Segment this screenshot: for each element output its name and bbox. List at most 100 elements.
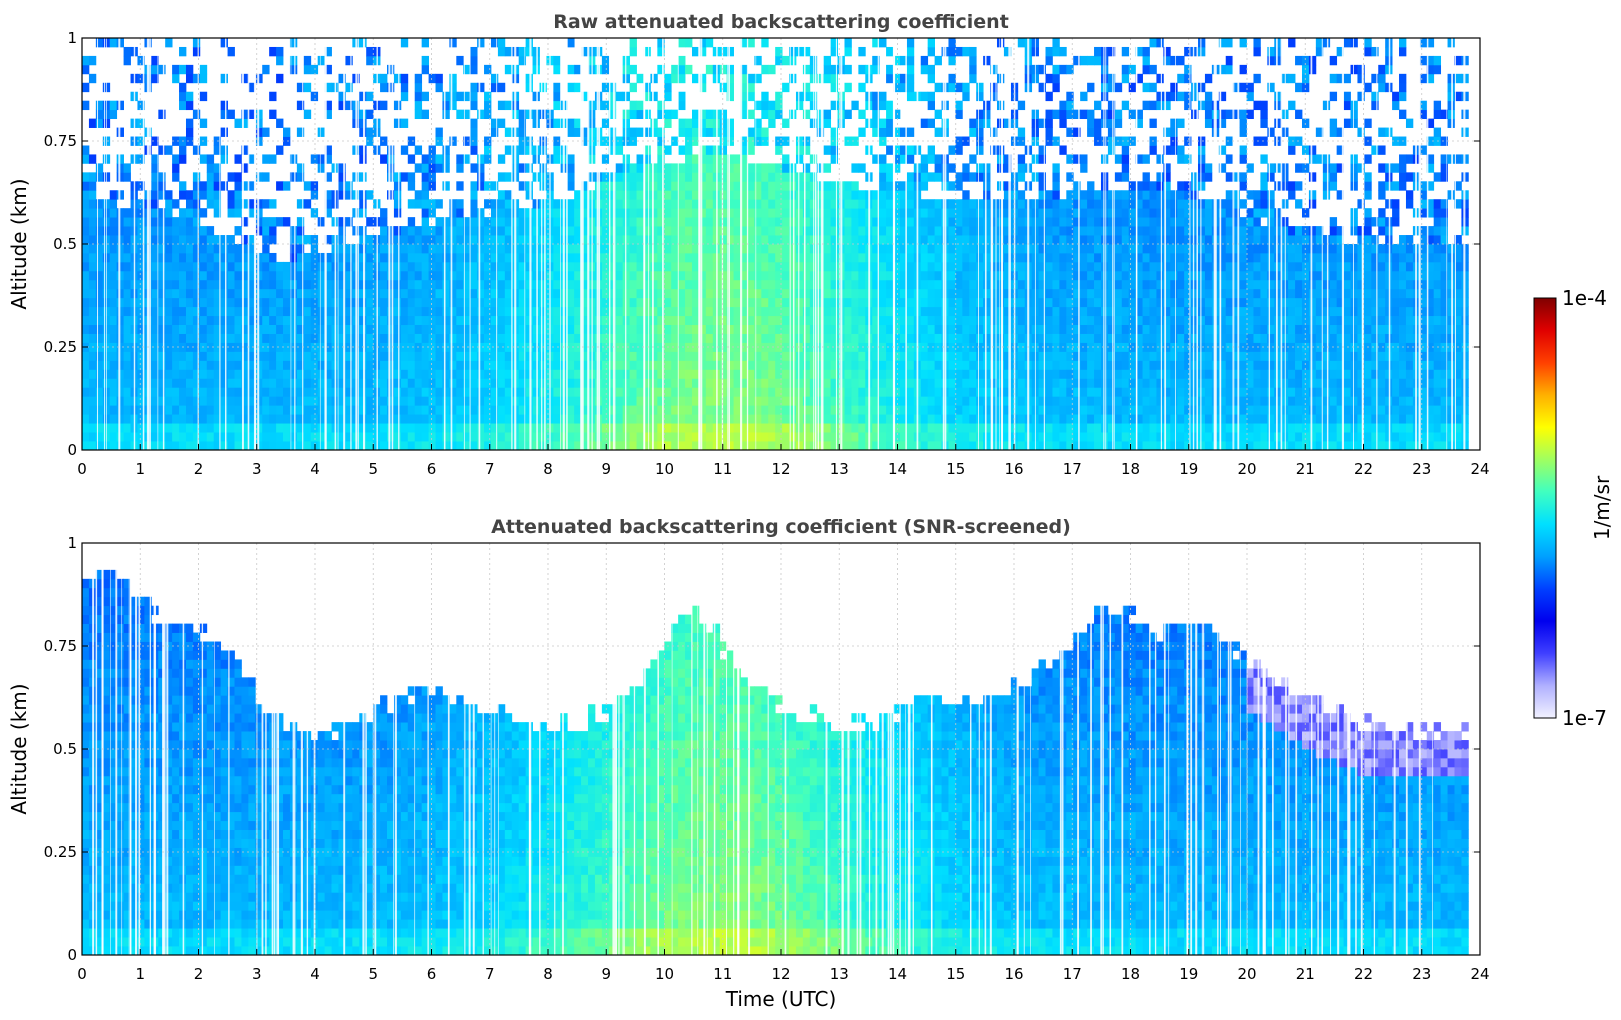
heatmap-cell — [650, 369, 658, 379]
heatmap-cell — [380, 369, 388, 379]
heatmap-cell — [165, 441, 173, 450]
heatmap-cell — [310, 270, 319, 281]
heatmap-cell — [192, 414, 201, 424]
heatmap-cell — [615, 288, 624, 299]
heatmap-cell — [567, 118, 575, 128]
heatmap-cell — [976, 172, 984, 182]
heatmap-cell — [733, 181, 741, 191]
heatmap-cell — [650, 432, 658, 442]
heatmap-cell — [151, 351, 159, 361]
heatmap-cell — [151, 432, 159, 442]
heatmap-cell — [553, 414, 561, 424]
heatmap-cell — [227, 387, 235, 397]
heatmap-cell — [691, 261, 700, 272]
heatmap-cell — [983, 288, 991, 299]
heatmap-cell — [185, 136, 194, 146]
heatmap-cell — [387, 441, 395, 450]
heatmap-cell — [899, 405, 908, 415]
heatmap-cell — [775, 172, 783, 182]
heatmap-cell — [719, 270, 728, 281]
heatmap-cell — [532, 342, 540, 352]
heatmap-cell — [442, 405, 450, 415]
heatmap-cell — [525, 136, 533, 146]
heatmap-cell — [497, 441, 506, 450]
heatmap-cell — [893, 360, 901, 370]
heatmap-cell — [906, 288, 915, 299]
heatmap-cell — [289, 441, 298, 450]
heatmap-cell — [899, 181, 908, 191]
heatmap-cell — [858, 396, 866, 406]
heatmap-cell — [629, 378, 637, 388]
heatmap-cell — [719, 163, 728, 173]
heatmap-cell — [525, 46, 533, 57]
heatmap-cell — [691, 378, 700, 388]
heatmap-cell — [88, 306, 97, 317]
heatmap-cell — [789, 351, 797, 361]
heatmap-cell — [920, 297, 929, 308]
heatmap-cell — [220, 324, 228, 334]
heatmap-cell — [428, 288, 436, 299]
heatmap-cell — [858, 235, 866, 245]
heatmap-cell — [151, 252, 159, 263]
heatmap-cell — [581, 270, 589, 281]
heatmap-cell — [948, 441, 956, 450]
heatmap-cell — [227, 261, 235, 272]
heatmap-cell — [747, 405, 755, 415]
heatmap-cell — [768, 163, 776, 173]
heatmap-cell — [88, 315, 97, 326]
heatmap-cell — [248, 441, 256, 450]
heatmap-cell — [754, 118, 762, 128]
heatmap-cell — [990, 127, 998, 137]
heatmap-cell — [893, 288, 901, 299]
heatmap-cell — [1038, 244, 1046, 254]
heatmap-cell — [893, 226, 901, 236]
heatmap-cell — [95, 342, 104, 352]
heatmap-cell — [137, 208, 145, 218]
heatmap-cell — [158, 226, 166, 236]
heatmap-cell — [407, 423, 416, 433]
heatmap-cell — [581, 351, 589, 361]
heatmap-cell — [657, 252, 665, 263]
heatmap-cell — [463, 342, 471, 352]
heatmap-cell — [470, 369, 478, 379]
heatmap-cell — [879, 181, 887, 191]
heatmap-cell — [657, 387, 665, 397]
heatmap-cell — [705, 432, 714, 442]
heatmap-cell — [553, 154, 561, 164]
heatmap-cell — [969, 387, 977, 397]
heatmap-cell — [671, 297, 679, 308]
heatmap-cell — [518, 163, 527, 173]
heatmap-cell — [768, 208, 776, 218]
heatmap-cell — [754, 387, 762, 397]
heatmap-cell — [754, 270, 762, 281]
heatmap-cell — [109, 441, 118, 450]
heatmap-cell — [490, 360, 499, 370]
heatmap-cell — [643, 315, 651, 326]
heatmap-cell — [310, 378, 319, 388]
heatmap-cell — [262, 423, 270, 433]
heatmap-cell — [470, 226, 478, 236]
heatmap-cell — [650, 414, 658, 424]
heatmap-cell — [303, 270, 312, 281]
heatmap-cell — [317, 154, 326, 164]
heatmap-cell — [449, 387, 457, 397]
heatmap-cell — [927, 441, 935, 450]
heatmap-cell — [387, 252, 395, 263]
heatmap-cell — [872, 315, 880, 326]
heatmap-cell — [234, 261, 242, 272]
heatmap-cell — [137, 279, 145, 290]
heatmap-cell — [366, 378, 374, 388]
heatmap-cell — [393, 181, 402, 191]
heatmap-cell — [872, 199, 880, 209]
heatmap-cell — [823, 378, 832, 388]
heatmap-cell — [719, 288, 728, 299]
heatmap-cell — [650, 226, 658, 236]
heatmap-cell — [317, 432, 326, 442]
heatmap-cell — [858, 351, 866, 361]
heatmap-cell — [213, 369, 222, 379]
heatmap-cell — [1003, 181, 1012, 191]
heatmap-cell — [518, 387, 527, 397]
heatmap-cell — [192, 432, 201, 442]
heatmap-cell — [671, 396, 679, 406]
heatmap-cell — [227, 414, 235, 424]
